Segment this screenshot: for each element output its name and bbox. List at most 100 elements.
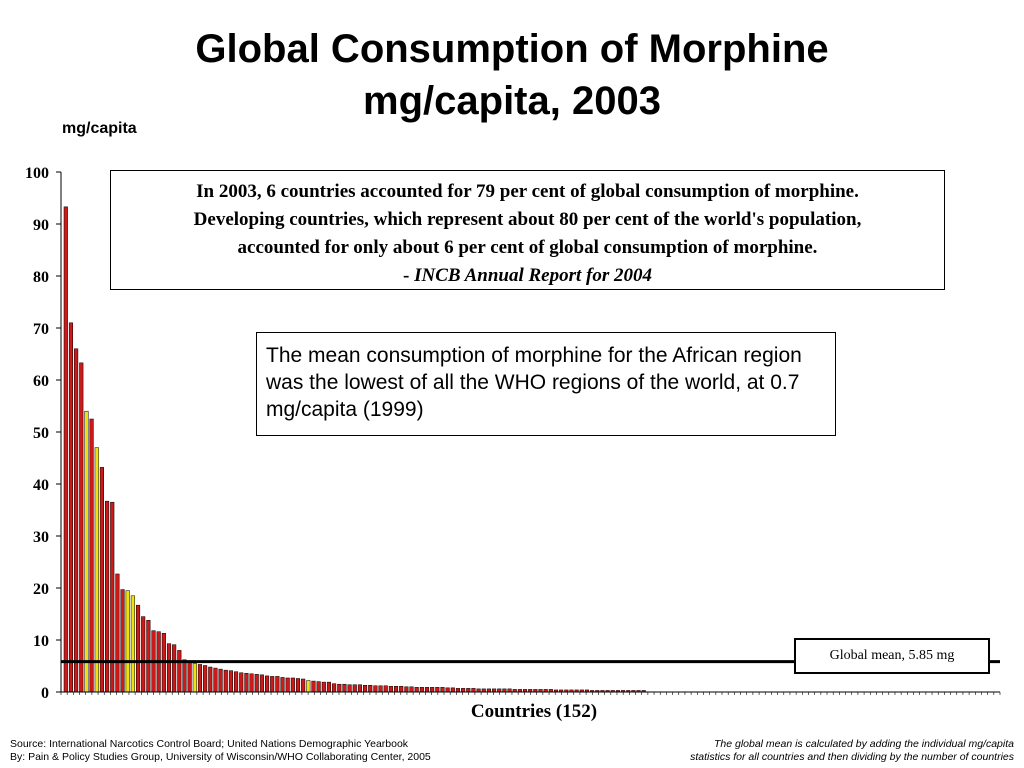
bar xyxy=(326,681,332,693)
bar xyxy=(203,665,208,693)
bar xyxy=(430,687,435,693)
bar xyxy=(316,681,321,693)
bar xyxy=(115,573,120,693)
bar xyxy=(461,688,466,693)
bar xyxy=(466,688,471,693)
bar xyxy=(363,684,368,693)
quote-citation: - INCB Annual Report for 2004 xyxy=(111,262,944,290)
bar xyxy=(311,680,316,693)
bar xyxy=(270,676,275,693)
y-tick-label: 100 xyxy=(25,165,49,182)
bar xyxy=(228,670,233,693)
bar xyxy=(445,687,450,693)
bar xyxy=(68,322,74,693)
y-axis-unit-label: mg/capita xyxy=(62,120,137,137)
bar xyxy=(378,685,383,693)
bar xyxy=(208,666,213,693)
y-tick-label: 60 xyxy=(33,373,49,390)
bar xyxy=(414,687,419,693)
y-tick-label: 40 xyxy=(33,477,49,494)
bar xyxy=(347,684,352,693)
bar xyxy=(187,661,192,693)
bar xyxy=(234,671,239,693)
bar xyxy=(368,684,373,693)
bar xyxy=(301,678,306,693)
bar xyxy=(424,687,430,693)
bar xyxy=(197,664,203,693)
bar xyxy=(321,681,326,693)
chart-title-line-1: Global Consumption of Morphine xyxy=(195,27,829,71)
bar xyxy=(399,686,404,693)
bar xyxy=(249,673,254,693)
bar xyxy=(264,675,270,693)
bar xyxy=(120,589,125,693)
quote-line-2: Developing countries, which represent ab… xyxy=(193,209,862,230)
bar xyxy=(435,687,440,693)
bar xyxy=(223,669,228,693)
bar xyxy=(275,676,280,693)
y-tick-label: 80 xyxy=(33,269,49,286)
bar xyxy=(146,619,151,693)
bar xyxy=(166,643,172,693)
bar xyxy=(99,467,104,693)
bar xyxy=(213,667,218,693)
y-tick-label: 70 xyxy=(33,321,49,338)
bar xyxy=(373,685,378,693)
bar xyxy=(74,348,79,693)
bar xyxy=(177,650,182,693)
bar xyxy=(192,663,197,693)
bar xyxy=(172,644,177,693)
chart-title-line-2: mg/capita, 2003 xyxy=(363,79,661,123)
y-tick-label: 20 xyxy=(33,581,49,598)
y-tick-label: 10 xyxy=(33,633,49,650)
bar xyxy=(290,677,295,693)
source-note: Source: International Narcotics Control … xyxy=(10,738,431,764)
y-tick-label: 90 xyxy=(33,217,49,234)
bar xyxy=(79,362,84,693)
bar xyxy=(450,687,455,693)
bar xyxy=(419,687,424,693)
footnote-line-2: statistics for all countries and then di… xyxy=(690,751,1014,763)
x-axis-title: Countries (152) xyxy=(470,701,598,722)
bar xyxy=(94,447,99,693)
bar xyxy=(306,680,311,693)
y-tick-label: 50 xyxy=(33,425,49,442)
bar xyxy=(105,500,110,693)
incb-quote-box: In 2003, 6 countries accounted for 79 pe… xyxy=(110,170,945,290)
bar xyxy=(337,683,342,693)
bar xyxy=(125,590,130,693)
african-region-note: The mean consumption of morphine for the… xyxy=(256,332,836,436)
bar xyxy=(342,683,347,693)
bar xyxy=(295,678,301,693)
citation-dash: - xyxy=(403,265,415,286)
bar xyxy=(455,688,461,693)
bar xyxy=(440,687,445,693)
bar xyxy=(84,410,89,693)
bar xyxy=(110,501,115,693)
bar xyxy=(89,418,94,693)
quote-line-1: In 2003, 6 countries accounted for 79 pe… xyxy=(196,181,859,202)
bar xyxy=(388,686,393,693)
bar xyxy=(63,206,68,693)
global-mean-label: Global mean, 5.85 mg xyxy=(794,638,990,674)
bar xyxy=(332,683,337,693)
bar xyxy=(285,677,290,693)
bar xyxy=(352,684,357,693)
bar xyxy=(130,595,135,693)
source-line-2: By: Pain & Policy Studies Group, Univers… xyxy=(10,751,431,763)
bar xyxy=(218,668,223,693)
bar xyxy=(259,674,264,693)
bar xyxy=(135,604,141,693)
bar xyxy=(383,685,388,693)
bar xyxy=(357,684,362,693)
source-line-1: Source: International Narcotics Control … xyxy=(10,738,409,750)
y-tick-label: 30 xyxy=(33,529,49,546)
footnote-line-1: The global mean is calculated by adding … xyxy=(713,738,1014,750)
bar xyxy=(244,673,249,693)
bar xyxy=(254,674,259,693)
citation-text: INCB Annual Report for 2004 xyxy=(414,265,652,286)
bar xyxy=(280,677,285,693)
bar xyxy=(393,686,399,693)
quote-line-3: accounted for only about 6 per cent of g… xyxy=(237,237,818,258)
